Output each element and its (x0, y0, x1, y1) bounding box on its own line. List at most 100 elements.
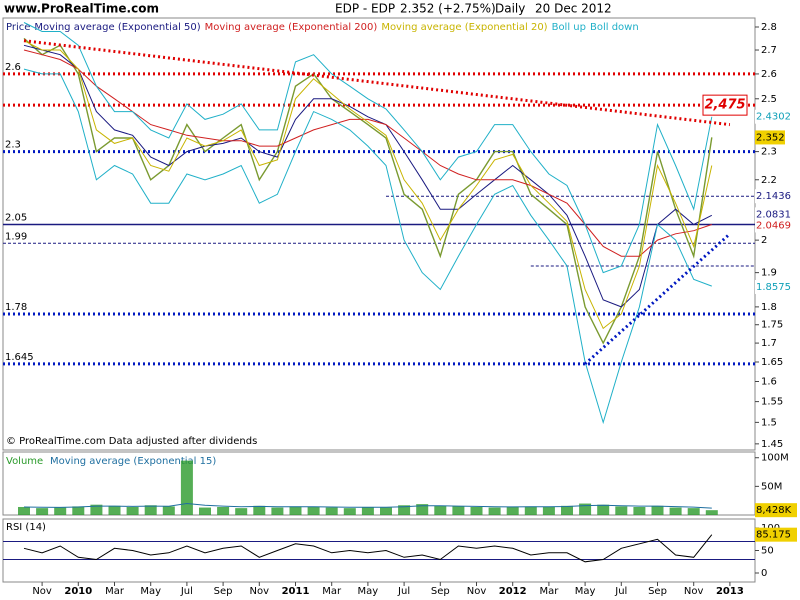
price-box (755, 207, 795, 222)
y-tick-label: 0 (761, 568, 767, 579)
legend-entry: Moving average (Exponential 20) (381, 22, 547, 33)
volume-bar (615, 506, 628, 515)
x-tick-label: Sep (648, 586, 667, 597)
series-line (23, 37, 713, 345)
volume-bar (416, 504, 429, 515)
y-tick-label: 1.5 (761, 417, 777, 428)
volume-bar (108, 505, 121, 515)
trendline (23, 39, 731, 127)
y-tick-label: 2.8 (761, 22, 777, 33)
volume-bar (144, 505, 157, 515)
y-tick-label: 1.75 (761, 320, 783, 331)
x-tick-label: May (575, 586, 596, 597)
rsi-panel (2, 518, 756, 583)
volume-bar (18, 506, 30, 515)
y-tick-label: 50 (761, 546, 774, 557)
x-tick-label: Sep (214, 586, 233, 597)
price-label: 2,475 (704, 98, 745, 113)
level-label: 1.78 (5, 302, 27, 313)
symbol: EDP - EDP (335, 2, 395, 16)
rsi-line (23, 534, 713, 563)
series-line (23, 22, 713, 274)
volume-bar (669, 507, 682, 515)
level-label: 1.99 (5, 231, 27, 242)
date: 20 Dec 2012 (535, 2, 612, 16)
y-tick-label: 1.7 (761, 338, 777, 349)
footnote: © ProRealTime.com Data adjusted after di… (6, 436, 257, 447)
site-name: www.ProRealTime.com (4, 2, 159, 16)
volume-bar (452, 506, 465, 515)
volume-bar (343, 508, 356, 515)
price-label: 2.0831 (756, 209, 791, 220)
legend-entry: Moving average (Exponential 200) (205, 22, 378, 33)
volume-bar (542, 506, 555, 515)
x-tick-label: Jul (180, 586, 193, 597)
x-tick-label: Nov (467, 586, 487, 597)
price-box (755, 279, 795, 294)
volume-panel (2, 451, 756, 516)
series-line (23, 40, 713, 330)
x-tick-label: 2011 (282, 586, 310, 597)
period: Daily (495, 2, 525, 16)
volume-bar (705, 510, 718, 515)
x-tick-label: Nov (250, 586, 270, 597)
x-tick-label: Nov (32, 586, 52, 597)
volume-bar (162, 506, 175, 515)
volume-bar (54, 507, 67, 515)
price-label: 2.4302 (756, 112, 791, 123)
legend-entry: RSI (14) (6, 522, 46, 533)
volume-bar (199, 507, 211, 515)
x-tick-label: May (358, 586, 379, 597)
x-tick-label: 2013 (716, 586, 744, 597)
legend-entry: Boll down (590, 22, 639, 33)
volume-bar (289, 506, 302, 515)
legend-entry: Moving average (Exponential 15) (50, 456, 216, 467)
last-box (755, 527, 797, 542)
y-tick-label: 1.55 (761, 397, 783, 408)
volume-bar (651, 505, 664, 515)
quote: 2.352 (+2.75%) (400, 2, 496, 16)
volume-bar (597, 504, 610, 515)
y-tick-label: 2.2 (761, 175, 777, 186)
x-tick-label: Sep (431, 586, 450, 597)
volume-bar (633, 506, 646, 515)
volume-bar (506, 506, 519, 515)
y-tick-label: 1.45 (761, 439, 783, 450)
price-panel (2, 17, 756, 451)
level-label: 2.6 (5, 62, 21, 73)
volume-bar (579, 503, 592, 515)
legend-entry: Moving average (Exponential 50) (34, 22, 200, 33)
volume-bar (488, 507, 501, 515)
price-box (755, 130, 785, 145)
price-box (755, 109, 795, 124)
level-label: 2.05 (5, 212, 27, 223)
volume-bar (217, 506, 230, 515)
x-tick-label: Jul (397, 586, 410, 597)
legend-entry: Boll up (552, 22, 586, 33)
volume-bar (72, 506, 85, 515)
x-tick-label: Nov (684, 586, 704, 597)
y-tick-label: 50M (761, 481, 782, 492)
volume-bar (398, 505, 411, 515)
price-label: 1.8575 (756, 282, 791, 293)
volume-bar (90, 504, 103, 515)
price-box (755, 218, 795, 233)
x-tick-label: Jul (614, 586, 627, 597)
y-tick-label: 1.8 (761, 302, 777, 313)
series-line (23, 49, 712, 257)
volume-ma-line (23, 502, 712, 509)
y-tick-label: 2.5 (761, 94, 777, 105)
price-label: 2.1436 (756, 191, 791, 202)
series-line (23, 68, 712, 425)
volume-bar (470, 506, 483, 515)
volume-bar (380, 507, 392, 515)
volume-bar (271, 507, 284, 515)
volume-bar (687, 508, 700, 515)
volume-bar (126, 506, 139, 515)
last-box (755, 503, 797, 518)
legend-entry: Price (6, 22, 30, 33)
level-label: 1.645 (5, 352, 34, 363)
x-tick-label: 2010 (64, 586, 92, 597)
